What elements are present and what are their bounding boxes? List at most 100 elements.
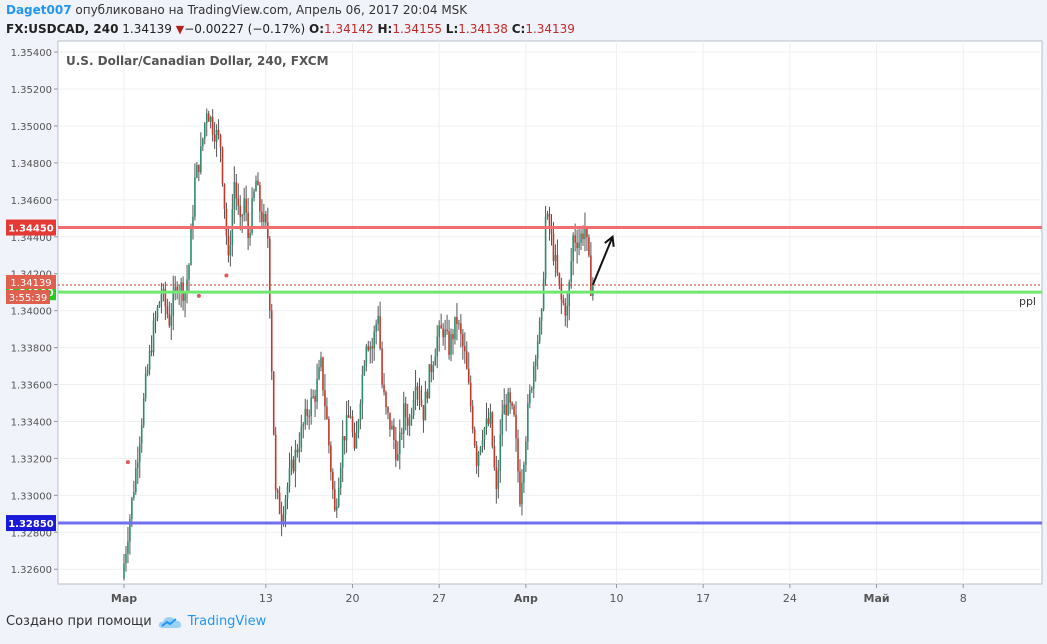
candle-body [464,346,466,352]
candle-body [345,415,348,441]
candle-body [582,233,584,240]
price-change: −0.00227 (−0.17%) [184,22,306,36]
candle-body [438,325,440,337]
candle-body [446,329,448,332]
candle-body [568,281,571,307]
y-tick-label: 1.35400 [11,48,52,59]
candle-body [268,238,271,311]
x-tick-label: 27 [432,592,446,605]
candle-body [406,417,409,426]
candle-body [127,541,129,554]
level-price-label: 1.32850 [8,519,54,530]
chart-title: U.S. Dollar/Canadian Dollar, 240, FXCM [66,54,329,68]
candle-body [389,412,391,430]
signal-marker [125,460,130,465]
candle-body [422,405,425,421]
candle-body [215,129,218,142]
horizontal-lines[interactable] [58,226,1042,525]
trend-arrow-head [604,234,615,247]
candle-body [400,432,403,434]
candle-body [414,386,417,400]
candle-body [123,563,125,579]
candle-body [501,414,504,435]
candle-body [241,215,243,217]
candle-body [318,367,320,379]
candle-body [300,426,303,448]
candle-body [136,462,139,468]
candle-body [572,235,574,262]
candle-body [424,391,427,421]
candle-body [489,412,492,424]
candle-body [207,113,210,122]
y-tick-label: 1.34400 [11,233,52,244]
candle-body [532,366,535,389]
candle-body [229,245,232,256]
candle-body [347,415,350,418]
candle-body [408,419,411,426]
candle-body [223,183,226,209]
candle-body [188,265,190,280]
y-tick-label: 1.33200 [11,454,52,465]
candle-body [308,415,310,417]
publish-info: Daget007 опубликовано на TradingView.com… [6,3,467,17]
candle-body [554,254,557,262]
candle-body [272,371,275,435]
candle-body [495,467,498,489]
candle-body [491,412,494,447]
candle-body [125,553,127,564]
y-tick-label: 1.34600 [11,196,52,207]
y-tick-label: 1.32800 [11,528,52,539]
created-with-text: Создано при помощи [6,614,152,629]
low-value: 1.34138 [458,22,508,36]
trend-arrow[interactable] [591,236,614,286]
candle-body [138,443,141,463]
candle-body [186,279,188,294]
low-label: L: [445,22,459,36]
candle-body [237,198,240,206]
time-axis[interactable]: Мар 13 20 27 Апр 10 17 24 Май 8 [111,584,967,605]
candle-body [357,420,360,433]
candle-body [351,416,354,433]
candle-body [454,316,456,340]
username-link[interactable]: Daget007 [6,3,72,17]
down-triangle-icon: ▼ [175,23,185,36]
candle-body [333,489,336,511]
tradingview-link[interactable]: TradingView [158,614,266,629]
candles [123,108,615,581]
y-tick-label: 1.33000 [11,491,52,502]
y-tick-label: 1.32600 [11,565,52,576]
candle-body [440,325,442,329]
candle-body [397,453,399,460]
candle-body [259,185,261,212]
candle-body [391,425,393,430]
high-label: H: [377,22,393,36]
candle-body [410,415,413,420]
candle-body [428,364,431,399]
candle-body [536,341,539,359]
candle-body [530,388,533,391]
candle-body [129,518,131,542]
price-chart[interactable]: 1.35400 1.35200 1.35000 1.34800 1.34600 1.344… [0,40,1047,610]
candle-body [355,432,358,449]
candle-body [481,439,484,448]
candle-body [247,212,249,239]
candle-body [542,278,545,310]
candle-body [280,513,283,523]
candle-body [385,392,387,408]
price-axis[interactable]: 1.35400 1.35200 1.35000 1.34800 1.34600 1.344… [11,48,58,576]
candle-body [306,408,309,416]
candle-body [290,459,293,469]
candle-body [544,216,547,279]
candle-body [432,365,435,373]
candle-body [552,234,555,262]
candle-body [458,323,460,325]
candle-body [363,365,366,375]
candle-body [566,306,569,316]
candle-body [249,232,251,239]
candle-body [497,470,500,489]
candle-body [324,390,326,407]
candle-body [225,208,228,236]
candle-body [525,441,527,465]
candle-body [322,357,324,391]
candle-body [450,334,452,355]
